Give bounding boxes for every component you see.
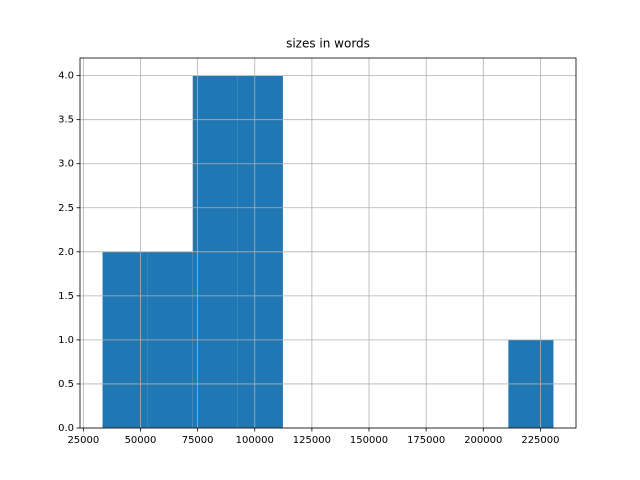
- y-tick-label: 4.0: [58, 71, 74, 82]
- plot-frame: [79, 57, 577, 429]
- x-tick-label: 200000: [464, 435, 502, 446]
- y-tick-label: 0.5: [58, 379, 74, 390]
- x-tick-label: 75000: [182, 435, 214, 446]
- x-tick-label: 50000: [125, 435, 157, 446]
- x-tick-label: 125000: [293, 435, 331, 446]
- chart-title: sizes in words: [286, 37, 370, 51]
- y-tick-label: 2.5: [58, 203, 74, 214]
- x-tick-label: 225000: [521, 435, 559, 446]
- y-tick-label: 1.5: [58, 291, 74, 302]
- y-tick-label: 1.0: [58, 335, 74, 346]
- y-tick-label: 2.0: [58, 247, 74, 258]
- x-tick-label: 100000: [236, 435, 274, 446]
- x-tick-label: 175000: [407, 435, 445, 446]
- x-tick-label: 150000: [350, 435, 388, 446]
- x-tick-label: 25000: [67, 435, 99, 446]
- y-tick-label: 3.0: [58, 159, 74, 170]
- y-tick-label: 0.0: [58, 423, 74, 434]
- y-tick-label: 3.5: [58, 115, 74, 126]
